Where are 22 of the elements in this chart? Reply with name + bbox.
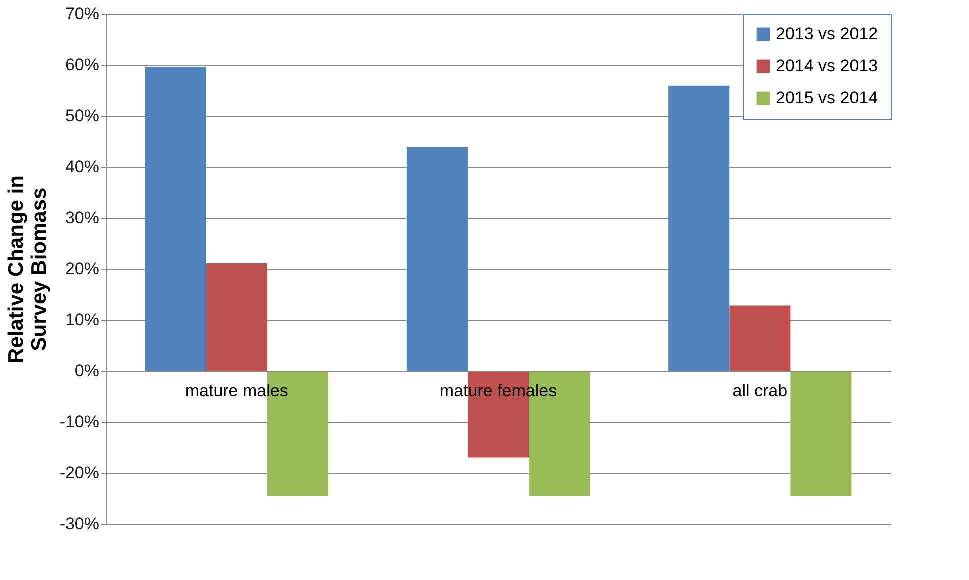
- bar: [145, 67, 206, 371]
- bar: [730, 306, 791, 371]
- y-tick-label: 10%: [65, 310, 100, 330]
- bar: [790, 371, 852, 496]
- legend-label: 2015 vs 2014: [776, 88, 878, 108]
- y-axis-title: Relative Change in Survey Biomass: [4, 176, 51, 364]
- x-tick-label: all crab: [732, 382, 788, 400]
- y-tick-label: -20%: [60, 464, 100, 482]
- y-tick-label: 20%: [65, 260, 100, 278]
- y-tick-label: -10%: [60, 412, 100, 432]
- y-tick-label: 30%: [65, 208, 100, 228]
- y-tick-label: -30%: [60, 514, 100, 534]
- y-tick-label: 40%: [65, 158, 100, 176]
- legend-label: 2013 vs 2012: [776, 24, 878, 44]
- bar: [206, 263, 268, 371]
- bar: [668, 86, 730, 371]
- legend-label: 2014 vs 2013: [776, 56, 878, 76]
- y-tick-label: 0%: [74, 362, 100, 380]
- y-tick-label: 70%: [65, 4, 100, 24]
- y-tick-label: 60%: [65, 56, 100, 74]
- bar: [406, 147, 468, 371]
- y-tick-label: 50%: [65, 106, 100, 126]
